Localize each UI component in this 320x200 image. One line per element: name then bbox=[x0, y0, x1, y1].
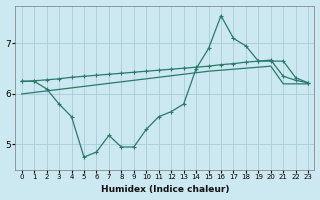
X-axis label: Humidex (Indice chaleur): Humidex (Indice chaleur) bbox=[101, 185, 229, 194]
